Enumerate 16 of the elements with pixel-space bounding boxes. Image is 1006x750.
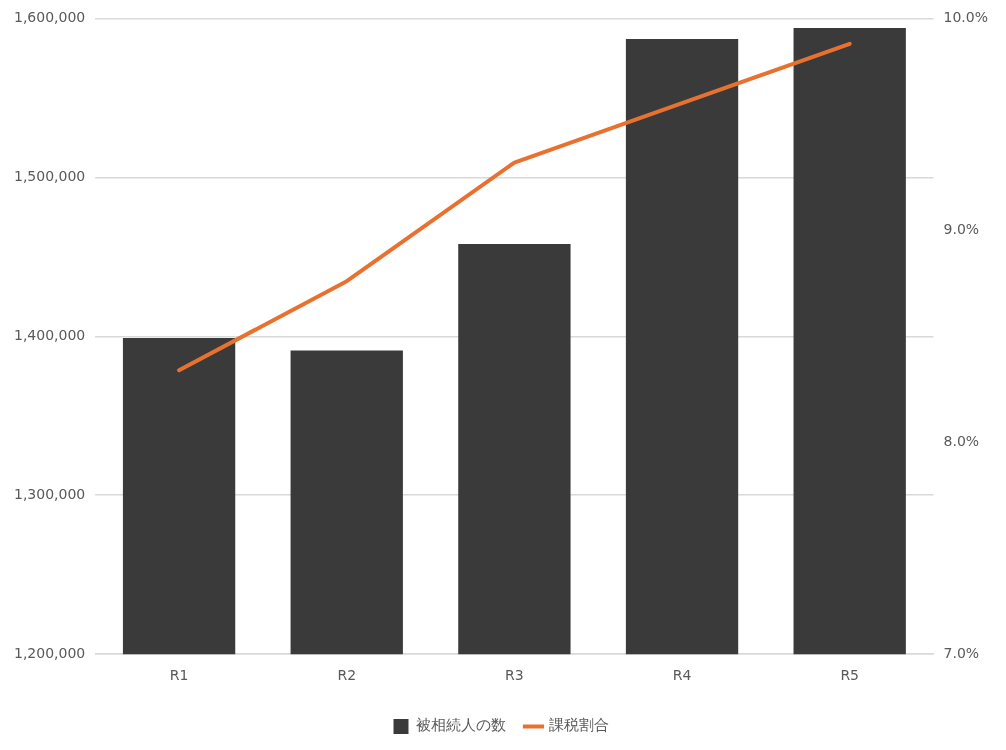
x-tick-label: R5	[840, 667, 860, 684]
legend-label: 課税割合	[548, 716, 609, 735]
legend-label: 被相続人の数	[416, 716, 506, 735]
x-tick-label: R4	[672, 667, 692, 684]
y-tick-label: 1,300,000	[13, 485, 86, 502]
y-tick-label: 1,200,000	[13, 644, 86, 661]
y2-tick-label: 8.0%	[943, 432, 980, 449]
y-tick-label: 1,500,000	[13, 167, 86, 184]
y-tick-label: 1,600,000	[13, 9, 86, 26]
x-tick-label: R2	[337, 667, 357, 684]
y-tick-label: 1,400,000	[13, 326, 86, 343]
y2-tick-label: 9.0%	[943, 220, 980, 237]
y2-tick-label: 10.0%	[943, 9, 989, 26]
x-tick-label: R3	[505, 667, 524, 684]
y2-tick-label: 7.0%	[943, 644, 980, 661]
x-tick-label: R1	[169, 667, 189, 684]
